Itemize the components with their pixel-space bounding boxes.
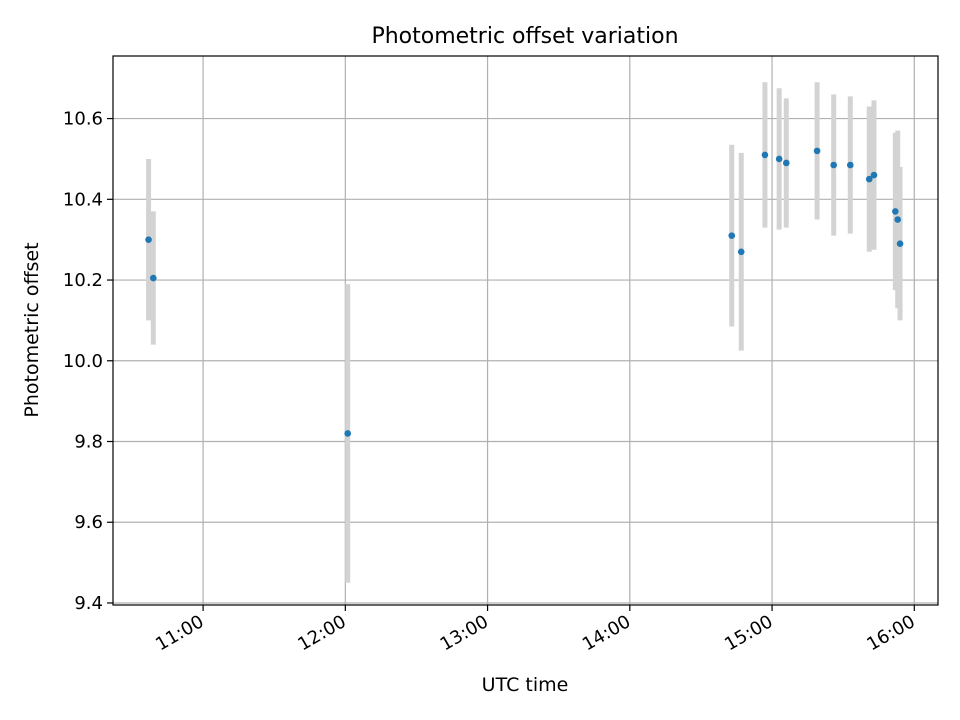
y-tick-label: 10.6 <box>63 109 103 130</box>
data-point <box>892 208 899 215</box>
y-tick-label: 10.0 <box>63 351 103 372</box>
data-point <box>846 161 854 169</box>
data-point <box>728 232 736 239</box>
data-point <box>145 236 152 243</box>
data-point <box>896 240 904 248</box>
x-tick-label: 13:00 <box>437 611 492 655</box>
grid <box>113 56 938 605</box>
y-tick-label: 9.6 <box>74 512 103 533</box>
data-point <box>870 171 878 179</box>
data-points <box>145 147 904 437</box>
y-axis: 9.4 9.6 9.8 10.0 10.2 10.4 10.6 <box>63 109 113 614</box>
data-point <box>150 274 157 282</box>
data-point <box>830 161 837 169</box>
y-tick-label: 9.4 <box>74 593 103 614</box>
data-point <box>894 216 901 223</box>
x-tick-label: 12:00 <box>294 611 349 655</box>
data-point <box>775 155 783 163</box>
data-point <box>813 147 821 155</box>
data-point <box>761 151 769 159</box>
y-tick-label: 9.8 <box>74 432 103 453</box>
y-tick-label: 10.4 <box>63 189 103 210</box>
chart-title: Photometric offset variation <box>371 24 678 49</box>
data-point <box>782 159 790 167</box>
x-tick-label: 14:00 <box>579 611 634 655</box>
x-axis: 11:00 12:00 13:00 14:00 15:00 16:00 <box>152 605 919 655</box>
y-axis-label: Photometric offset <box>21 242 43 417</box>
x-tick-label: 15:00 <box>721 611 776 655</box>
y-tick-label: 10.2 <box>63 270 103 291</box>
data-point <box>344 430 351 437</box>
x-axis-label: UTC time <box>482 674 569 696</box>
error-bars <box>146 82 903 583</box>
plot-frame <box>112 55 939 606</box>
data-point <box>865 175 873 183</box>
x-tick-label: 16:00 <box>863 611 918 655</box>
x-tick-label: 11:00 <box>152 611 207 655</box>
data-point <box>737 248 745 256</box>
